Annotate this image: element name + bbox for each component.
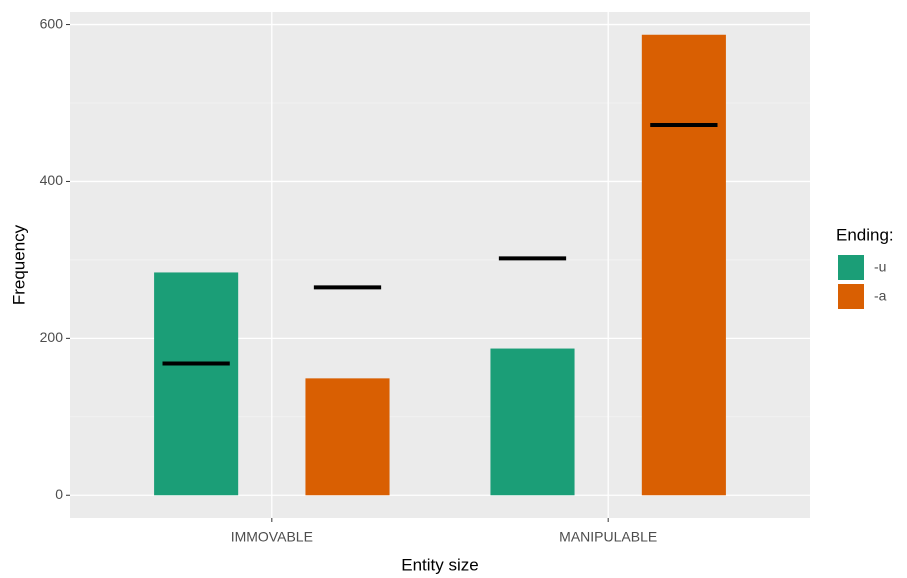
y-tick-label: 400 [40, 172, 64, 188]
y-tick-label: 0 [55, 486, 63, 502]
legend-label: -a [874, 288, 887, 304]
y-tick-label: 600 [40, 15, 64, 31]
bar [305, 378, 390, 496]
bar [641, 34, 726, 496]
x-tick-label: MANIPULABLE [559, 529, 657, 545]
legend-label: -u [874, 259, 886, 275]
bar [490, 348, 575, 496]
legend-title: Ending: [836, 225, 894, 244]
bar [154, 272, 239, 496]
y-axis-title: Frequency [9, 224, 28, 305]
x-axis-title: Entity size [401, 555, 478, 574]
x-tick-label: IMMOVABLE [231, 529, 313, 545]
legend-key [838, 284, 864, 309]
legend-key [838, 255, 864, 280]
y-tick-label: 200 [40, 329, 64, 345]
